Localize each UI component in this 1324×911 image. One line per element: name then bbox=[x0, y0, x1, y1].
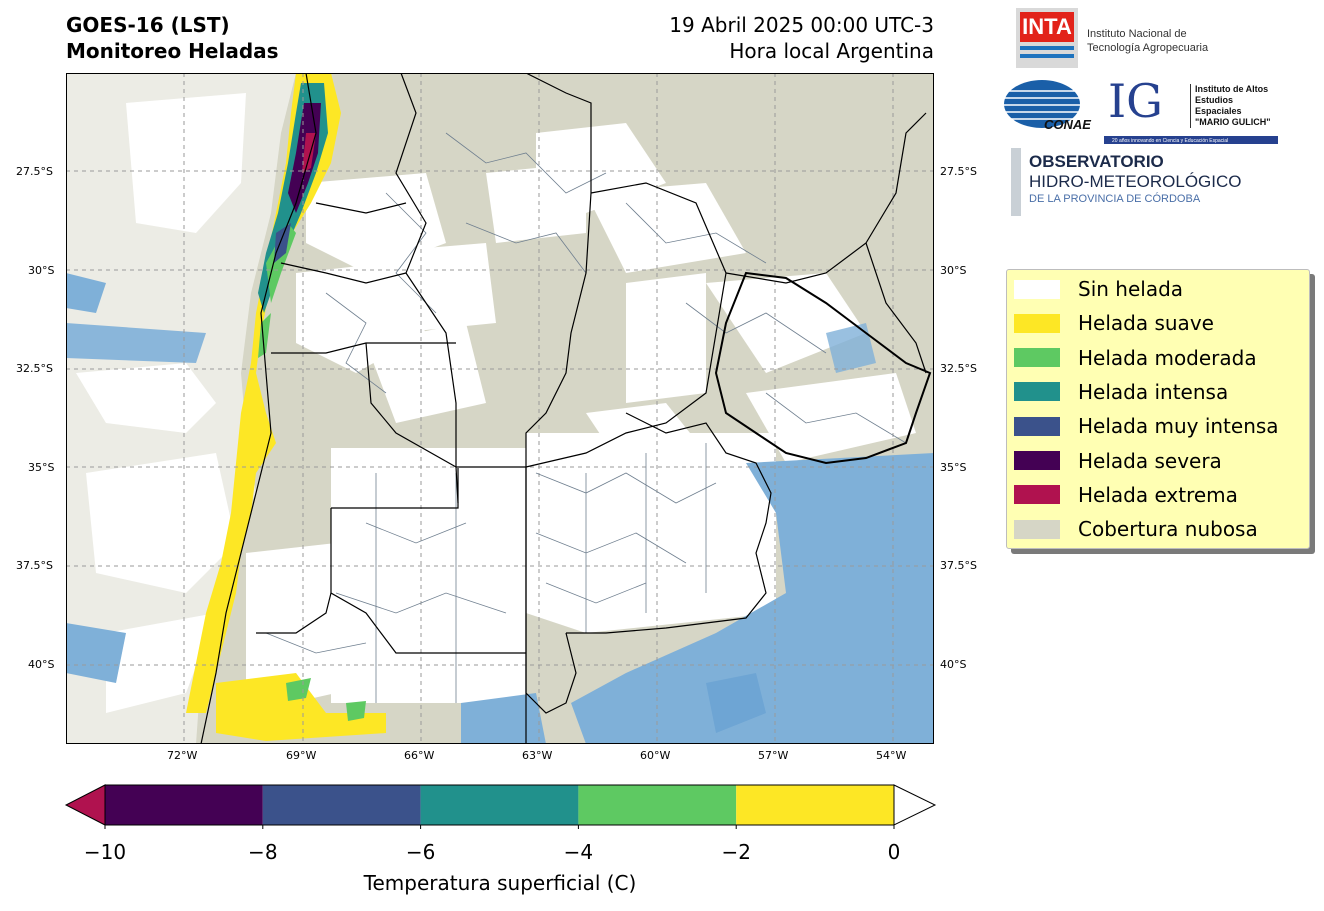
date-line-1: 19 Abril 2025 00:00 UTC-3 bbox=[669, 13, 934, 37]
legend-label: Helada extrema bbox=[1078, 482, 1238, 507]
colorbar-segment bbox=[420, 785, 579, 825]
legend-label: Helada muy intensa bbox=[1078, 414, 1279, 439]
inta-stripe-icon bbox=[1020, 46, 1074, 50]
observatorio-line-3: DE LA PROVINCIA DE CÓRDOBA bbox=[1029, 193, 1201, 205]
legend-swatch bbox=[1014, 313, 1060, 333]
legend-item: Helada extrema bbox=[1014, 482, 1238, 507]
colorbar-label: Temperatura superficial (C) bbox=[363, 871, 637, 895]
colorbar-under-arrow bbox=[64, 784, 106, 826]
department-borders bbox=[265, 132, 907, 703]
lon-tick-4: 63°W bbox=[522, 749, 553, 762]
lon-tick-3: 66°W bbox=[404, 749, 435, 762]
legend-item: Helada moderada bbox=[1014, 345, 1257, 370]
water-areas bbox=[66, 273, 934, 744]
lat-tick-left-6: 40°S bbox=[28, 658, 55, 671]
colorbar-segment bbox=[736, 785, 894, 825]
observatorio-logo: OBSERVATORIO HIDRO-METEOROLÓGICO DE LA P… bbox=[1029, 152, 1242, 206]
inta-logo-text: Instituto Nacional de Tecnología Agropec… bbox=[1087, 27, 1208, 55]
lon-tick-6: 57°W bbox=[758, 749, 789, 762]
date-line-2: Hora local Argentina bbox=[729, 39, 934, 63]
frost-legend: Sin helada Helada suave Helada moderada Hel… bbox=[1006, 269, 1310, 549]
ig-name-line-2: Estudios Espaciales bbox=[1195, 95, 1242, 116]
legend-swatch bbox=[1014, 279, 1060, 299]
legend-item: Helada muy intensa bbox=[1014, 414, 1279, 439]
lat-tick-right-6: 40°S bbox=[940, 658, 967, 671]
uruguay-border bbox=[714, 271, 932, 465]
title-line-1: GOES-16 (LST) bbox=[66, 13, 230, 37]
legend-item: Helada intensa bbox=[1014, 379, 1229, 404]
lat-tick-left-5: 37.5°S bbox=[16, 559, 53, 572]
lat-tick-right-2: 30°S bbox=[940, 264, 967, 277]
lat-tick-right-4: 35°S bbox=[940, 461, 967, 474]
lon-tick-7: 54°W bbox=[876, 749, 907, 762]
legend-item: Sin helada bbox=[1014, 277, 1184, 301]
legend-swatch bbox=[1014, 451, 1060, 470]
inta-logo-mark: INTA bbox=[1020, 12, 1074, 42]
map-title: GOES-16 (LST) Monitoreo Heladas bbox=[66, 12, 279, 64]
lon-tick-1: 72°W bbox=[167, 749, 198, 762]
temperature-colorbar bbox=[64, 784, 937, 829]
legend-item: Helada suave bbox=[1014, 311, 1214, 336]
legend-item: Cobertura nubosa bbox=[1014, 517, 1258, 542]
lat-tick-right-3: 32.5°S bbox=[940, 362, 977, 375]
legend-swatch bbox=[1014, 485, 1060, 505]
colorbar-segment bbox=[105, 785, 263, 825]
legend-swatch bbox=[1014, 416, 1060, 436]
colorbar-frame bbox=[104, 784, 895, 826]
legend-label: Cobertura nubosa bbox=[1078, 517, 1258, 542]
legend-label: Sin helada bbox=[1078, 277, 1184, 301]
legend-label: Helada intensa bbox=[1078, 379, 1229, 404]
inta-stripe-icon bbox=[1020, 54, 1074, 58]
lat-tick-left-2: 30°S bbox=[28, 264, 55, 277]
colorbar-over-arrow bbox=[893, 784, 937, 826]
conae-logo: CONAE bbox=[1004, 79, 1091, 133]
ig-name-line-3: "MARIO GULICH" bbox=[1195, 117, 1271, 127]
observatorio-line-1: OBSERVATORIO bbox=[1029, 152, 1164, 171]
colorbar-tick-label: 0 bbox=[887, 840, 901, 864]
ig-logo-text: Instituto de Altos Estudios Espaciales "… bbox=[1190, 84, 1278, 128]
lat-tick-right-1: 27.5°S bbox=[940, 165, 977, 178]
title-line-2: Monitoreo Heladas bbox=[66, 39, 279, 63]
legend-label: Helada severa bbox=[1078, 448, 1222, 473]
colorbar-tick-label: −2 bbox=[721, 840, 751, 864]
colorbar-segment bbox=[578, 785, 737, 825]
inta-name-line-1: Instituto Nacional de bbox=[1087, 28, 1187, 40]
conae-logo-text: CONAE bbox=[1044, 117, 1091, 132]
ig-logo-mark: IG bbox=[1108, 74, 1163, 128]
inta-name-line-2: Tecnología Agropecuaria bbox=[1087, 42, 1209, 54]
lon-tick-2: 69°W bbox=[286, 749, 317, 762]
lat-tick-left-3: 32.5°S bbox=[16, 362, 53, 375]
inta-logo: INTA bbox=[1016, 8, 1078, 68]
lon-tick-5: 60°W bbox=[640, 749, 671, 762]
observatorio-logo-bar bbox=[1011, 148, 1021, 216]
legend-label: Helada suave bbox=[1078, 311, 1214, 336]
frost-map[interactable] bbox=[66, 73, 934, 744]
ig-tagline: 20 años innovando en Ciencia y Educación… bbox=[1112, 138, 1229, 144]
legend-item: Helada severa bbox=[1014, 448, 1222, 473]
colorbar-tick-label: −4 bbox=[563, 840, 594, 864]
map-frame bbox=[66, 73, 934, 744]
colorbar-tick-label: −10 bbox=[83, 840, 127, 864]
lat-tick-right-5: 37.5°S bbox=[940, 559, 977, 572]
colorbar-tick-label: −8 bbox=[248, 840, 278, 864]
clear-sky-areas bbox=[66, 73, 916, 744]
colorbar-tick-label: −6 bbox=[405, 840, 436, 864]
colorbar-segment bbox=[262, 785, 421, 825]
lat-tick-left-4: 35°S bbox=[28, 461, 55, 474]
ig-logo: IG Instituto de Altos Estudios Espaciale… bbox=[1104, 74, 1278, 144]
legend-swatch bbox=[1014, 382, 1060, 402]
map-datetime: 19 Abril 2025 00:00 UTC-3 Hora local Arg… bbox=[560, 12, 934, 64]
observatorio-line-2: HIDRO-METEOROLÓGICO bbox=[1029, 172, 1242, 191]
legend-swatch bbox=[1014, 519, 1060, 539]
ig-name-line-1: Instituto de Altos bbox=[1195, 84, 1269, 94]
legend-label: Helada moderada bbox=[1078, 345, 1257, 370]
legend-swatch bbox=[1014, 348, 1060, 368]
lat-tick-left-1: 27.5°S bbox=[16, 165, 53, 178]
province-borders bbox=[200, 73, 927, 744]
conae-globe-icon bbox=[1004, 80, 1080, 128]
